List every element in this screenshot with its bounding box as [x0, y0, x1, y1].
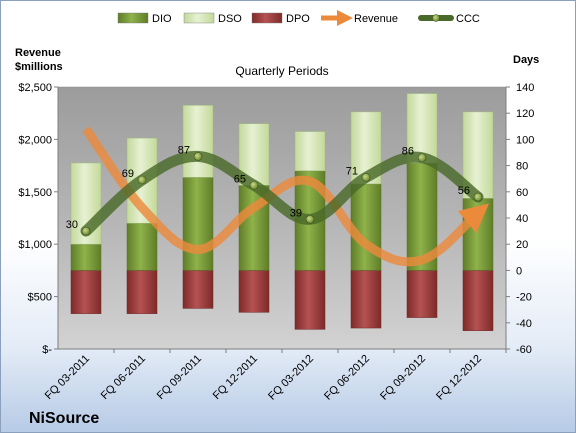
legend-label: DIO [152, 13, 172, 25]
right-tick-label: 40 [516, 213, 528, 225]
ccc-point [81, 226, 91, 236]
bar-dpo [462, 270, 494, 331]
legend-label: Revenue [354, 13, 398, 25]
bar-dpo [238, 270, 270, 313]
bar-dio [126, 222, 158, 271]
ccc-point [249, 180, 259, 190]
ccc-point [473, 192, 483, 202]
bar-dpo [126, 270, 158, 314]
bar-dio [462, 198, 494, 271]
ccc-data-label: 69 [122, 168, 134, 180]
plot-area [57, 86, 507, 350]
bar-dio [182, 177, 214, 271]
x-tick-label: FQ 09-2012 [378, 353, 428, 403]
x-tick-label: FQ 12-2012 [434, 353, 484, 403]
right-tick-label: -40 [516, 318, 532, 330]
left-tick-label: $- [42, 344, 52, 356]
right-tick-label: -60 [516, 344, 532, 356]
right-tick-label: -20 [516, 292, 532, 304]
bar-dpo [70, 270, 102, 314]
left-axis-title-line2: $millions [15, 61, 63, 73]
legend-label: DPO [286, 13, 310, 25]
bar-dpo [406, 270, 438, 318]
ccc-point [305, 215, 315, 224]
x-tick-label: FQ 03-2012 [266, 353, 316, 403]
left-tick-label: $1,500 [18, 187, 52, 199]
left-tick-label: $1,000 [18, 239, 52, 251]
revenue-line [82, 126, 490, 267]
x-tick-label: FQ 12-2011 [211, 353, 260, 402]
right-tick-label: 0 [516, 265, 522, 277]
right-tick-label: 60 [516, 187, 528, 199]
bar-dso [406, 93, 438, 164]
legend-swatch-dpo [251, 12, 283, 24]
legend-item: Revenue [321, 9, 398, 27]
company-name: NiSource [29, 410, 99, 427]
legend-item: DPO [251, 12, 310, 25]
ccc-point [417, 153, 427, 163]
bar-dpo [350, 270, 382, 329]
legend-item: CCC [418, 13, 480, 25]
legend-item: DSO [183, 12, 242, 25]
left-tick-label: $500 [28, 292, 52, 304]
right-tick-label: 120 [516, 108, 534, 120]
x-tick-label: FQ 06-2011 [99, 353, 148, 402]
left-tick-label: $2,500 [18, 82, 52, 94]
right-tick-label: 140 [516, 82, 534, 94]
legend-item: DIO [117, 12, 172, 25]
bar-dpo [182, 270, 214, 309]
right-tick-label: 100 [516, 134, 534, 146]
chart-subtitle: Quarterly Periods [235, 64, 328, 78]
ccc-point [137, 175, 147, 185]
line-layer: 30 69 87 65 39 71 86 56 [66, 126, 490, 267]
legend-swatch-dio [117, 12, 149, 24]
ccc-data-label: 39 [290, 207, 302, 219]
bar-dso [294, 131, 326, 172]
right-tick-label: 20 [516, 239, 528, 251]
ccc-data-label: 86 [402, 146, 414, 158]
ccc-data-label: 65 [234, 173, 246, 185]
bar-dpo [294, 270, 326, 330]
x-tick-label: FQ 09-2011 [155, 353, 204, 402]
right-axis-title: Days [513, 54, 539, 66]
legend-swatch-dso [183, 12, 215, 24]
ccc-data-label: 71 [346, 165, 358, 177]
right-tick-label: 80 [516, 161, 528, 173]
ccc-data-label: 30 [66, 219, 78, 231]
legend-ccc-marker [432, 14, 440, 22]
chart-legend: DIO DSO DPO Revenue CCC [117, 9, 480, 27]
bar-dio [70, 243, 102, 271]
ccc-data-label: 87 [178, 144, 190, 156]
bar-dso [182, 105, 214, 178]
left-tick-label: $2,000 [18, 134, 52, 146]
x-tick-label: FQ 06-2012 [322, 353, 372, 403]
ccc-point [361, 173, 371, 182]
ccc-point [193, 152, 203, 161]
legend-label: DSO [218, 13, 242, 25]
ccc-data-label: 56 [458, 185, 470, 197]
left-axis-title-line1: Revenue [15, 47, 61, 59]
legend-label: CCC [456, 13, 480, 25]
x-tick-label: FQ 03-2011 [43, 353, 92, 402]
